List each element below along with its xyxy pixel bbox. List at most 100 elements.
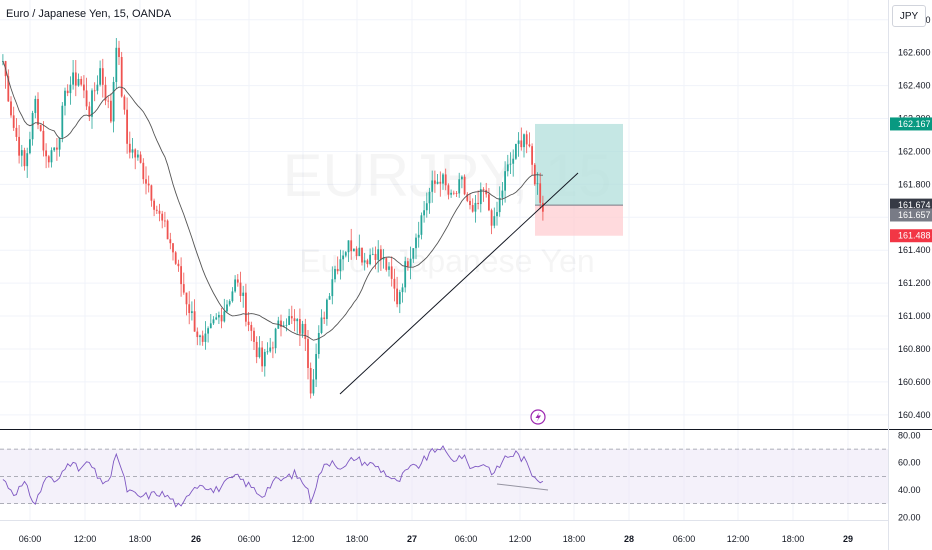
candle-body: [201, 335, 204, 342]
candle-body: [285, 324, 288, 326]
candle-body: [110, 100, 112, 122]
candle-body: [196, 331, 199, 338]
last-value-tag-label: 161.657: [898, 210, 931, 220]
candle-body: [180, 266, 182, 285]
stop-zone: [535, 205, 623, 236]
candle-body: [147, 183, 150, 186]
candle-body: [37, 98, 39, 125]
candle-body: [501, 190, 504, 198]
candle-body: [493, 216, 496, 226]
x-tick-label: 06:00: [19, 534, 42, 544]
x-tick-label: 18:00: [563, 534, 586, 544]
candle-body: [177, 263, 180, 267]
currency-button[interactable]: JPY: [892, 5, 926, 27]
candle-body: [72, 72, 74, 85]
candle-body: [101, 68, 104, 85]
candle-body: [517, 140, 520, 144]
candle-body: [61, 105, 64, 138]
candle-body: [498, 197, 501, 213]
candle-body: [120, 57, 123, 97]
candle-body: [185, 292, 188, 305]
candle-body: [531, 146, 533, 165]
candle-body: [315, 354, 317, 380]
rsi-tick-label: 20.00: [898, 512, 921, 522]
candle-body: [126, 109, 128, 144]
target-tag: [890, 117, 932, 131]
candle-body: [506, 164, 509, 172]
candle-body: [261, 347, 263, 367]
candle-body: [53, 147, 56, 151]
candle-body: [131, 149, 134, 153]
current-price-tag: [890, 198, 932, 212]
events-layer: [530, 409, 546, 425]
candle-body: [488, 194, 490, 211]
rsi-tick-label: 60.00: [898, 458, 921, 468]
candle-body: [344, 252, 347, 256]
candle-body: [323, 317, 326, 319]
candle-body: [342, 255, 344, 260]
candle-body: [107, 100, 110, 102]
candle-body: [485, 189, 488, 195]
candle-body: [115, 47, 118, 82]
candle-body: [304, 323, 307, 340]
candle-body: [47, 156, 50, 163]
position-zone[interactable]: [535, 123, 623, 236]
candle-body: [91, 90, 93, 117]
candle-body: [347, 240, 350, 253]
candle-body: [444, 174, 447, 186]
candle-body: [442, 174, 444, 184]
candle-body: [307, 339, 309, 368]
x-tick-label: 28: [624, 534, 634, 544]
candle-body: [320, 317, 323, 333]
candle-body: [80, 78, 83, 85]
current-price-tag-label: 161.674: [898, 200, 931, 210]
candle-body: [404, 261, 407, 288]
candle-body: [355, 248, 358, 256]
candle-body: [123, 96, 126, 110]
candle-body: [398, 292, 401, 305]
y-tick-label: 160.400: [898, 410, 931, 420]
candle-body: [99, 68, 101, 85]
candle-body: [463, 176, 466, 195]
candle-body: [293, 318, 296, 322]
candle-body: [425, 203, 428, 211]
candle-body: [137, 154, 139, 158]
candle-body: [269, 347, 272, 352]
watermark-name: Euro / Japanese Yen: [299, 243, 594, 279]
candle-body: [455, 193, 458, 195]
candle-body: [525, 134, 528, 145]
candle-body: [533, 164, 536, 185]
stop-tag-label: 161.488: [898, 231, 931, 241]
trendline-support: [339, 172, 579, 395]
rsi-line: [2, 445, 544, 508]
candle-body: [272, 347, 274, 349]
candle-body: [204, 333, 207, 342]
candle-body: [191, 311, 193, 314]
candle-body: [164, 220, 166, 222]
candle-body: [377, 249, 380, 260]
target-zone: [535, 123, 623, 206]
candle-body: [280, 320, 282, 327]
candle-body: [209, 323, 212, 329]
candle-body: [509, 163, 512, 165]
candle-body: [423, 210, 425, 216]
candle-body: [26, 153, 29, 167]
candle-body: [199, 335, 201, 338]
candle-body: [7, 76, 10, 102]
candle-body: [474, 202, 477, 212]
x-tick-label: 06:00: [455, 534, 478, 544]
ma-layer: [2, 60, 543, 341]
candle-body: [96, 84, 99, 91]
candle-body: [299, 319, 301, 334]
candle-body: [34, 98, 37, 113]
x-tick-label: 06:00: [238, 534, 261, 544]
candle-body: [312, 379, 315, 394]
candle-body: [56, 147, 58, 150]
candle-body: [77, 78, 80, 86]
candle-body: [258, 347, 261, 358]
candle-body: [218, 314, 220, 318]
candle-body: [523, 134, 525, 148]
candle-body: [134, 149, 137, 158]
candle-body: [539, 183, 542, 203]
